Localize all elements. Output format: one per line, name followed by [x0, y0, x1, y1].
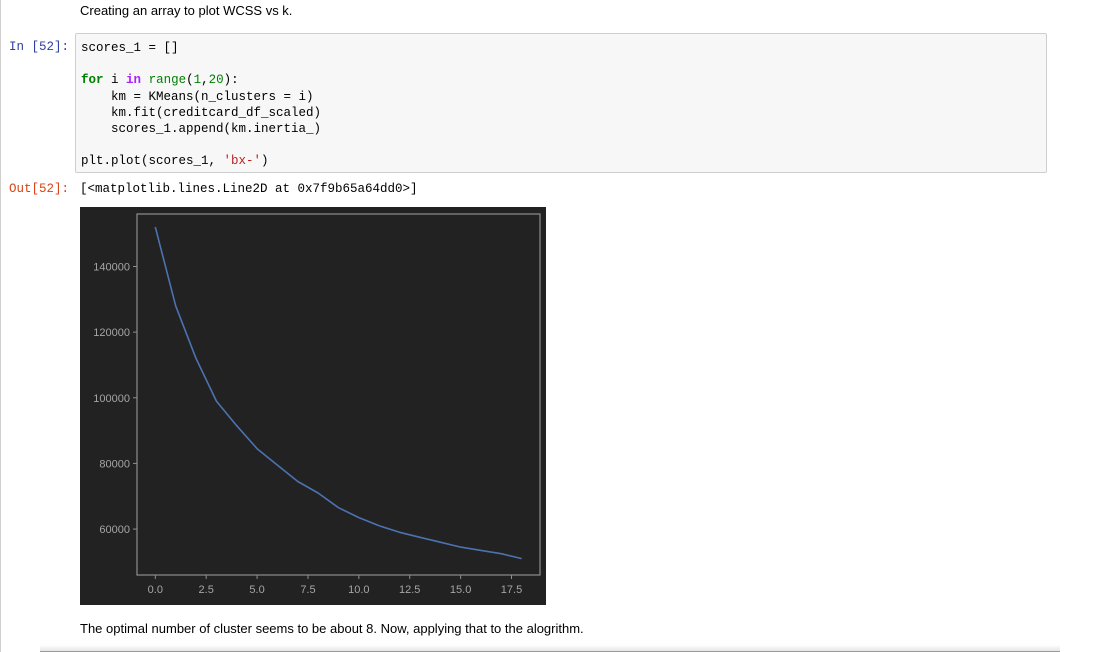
- code-line-5: km.fit(creditcard_df_scaled): [81, 105, 322, 120]
- x-tick-label: 10.0: [348, 584, 369, 596]
- code-line-8-end: ): [261, 154, 269, 169]
- code-paren-open: (: [186, 73, 194, 88]
- axes-frame: [136, 213, 541, 576]
- code-keyword-in: in: [126, 73, 142, 88]
- code-line-6: scores_1.append(km.inertia_): [81, 122, 322, 137]
- code-block[interactable]: scores_1 = [] for i in range(1,20): km =…: [81, 40, 321, 170]
- y-tick-label: 100000: [93, 393, 130, 405]
- y-tick-label: 80000: [99, 458, 130, 470]
- x-tick-label: 7.5: [300, 584, 315, 596]
- next-cell-edge: [40, 645, 1060, 652]
- code-paren-close: ):: [223, 73, 239, 88]
- code-string-format: 'bx-': [223, 154, 262, 169]
- x-tick-label: 5.0: [249, 584, 264, 596]
- x-tick-label: 15.0: [450, 584, 471, 596]
- y-tick-label: 140000: [93, 262, 130, 274]
- code-line-4: km = KMeans(n_clusters = i): [81, 89, 314, 104]
- markdown-intro-text: Creating an array to plot WCSS vs k.: [80, 3, 293, 18]
- y-tick-label: 120000: [93, 327, 130, 339]
- wcss-line-chart: 0.0 2.5 5.0 7.5 10.0 12.5 15.0 17.5 60000 80000 10…: [80, 207, 546, 605]
- code-cell-editor[interactable]: scores_1 = [] for i in range(1,20): km =…: [75, 33, 1047, 173]
- y-tick-label: 60000: [99, 524, 130, 536]
- input-prompt: In [52]:: [9, 40, 70, 54]
- notebook-left-border: [0, 0, 1, 652]
- code-number-end: 20: [208, 73, 224, 88]
- x-tick-label: 0.0: [148, 584, 163, 596]
- code-line-1: scores_1 = []: [81, 41, 179, 55]
- code-space: [141, 73, 149, 87]
- output-repr-text: [<matplotlib.lines.Line2D at 0x7f9b65a64…: [80, 182, 418, 196]
- x-tick-label: 17.5: [501, 584, 522, 596]
- code-line-8-start: plt.plot(scores_1,: [81, 154, 224, 169]
- code-number-start: 1: [193, 73, 202, 88]
- wcss-series-line: [154, 226, 522, 560]
- x-tick-label: 12.5: [399, 584, 420, 596]
- code-builtin-range: range: [148, 73, 187, 88]
- code-comma: ,: [201, 73, 209, 88]
- code-loop-var: i: [103, 73, 127, 88]
- markdown-conclusion-text: The optimal number of cluster seems to b…: [80, 621, 584, 636]
- code-keyword-for: for: [81, 73, 104, 88]
- plot-output: 0.0 2.5 5.0 7.5 10.0 12.5 15.0 17.5 60000 80000 10…: [80, 207, 546, 605]
- x-tick-label: 2.5: [199, 584, 214, 596]
- chart-background: [80, 207, 546, 605]
- output-prompt: Out[52]:: [9, 182, 70, 196]
